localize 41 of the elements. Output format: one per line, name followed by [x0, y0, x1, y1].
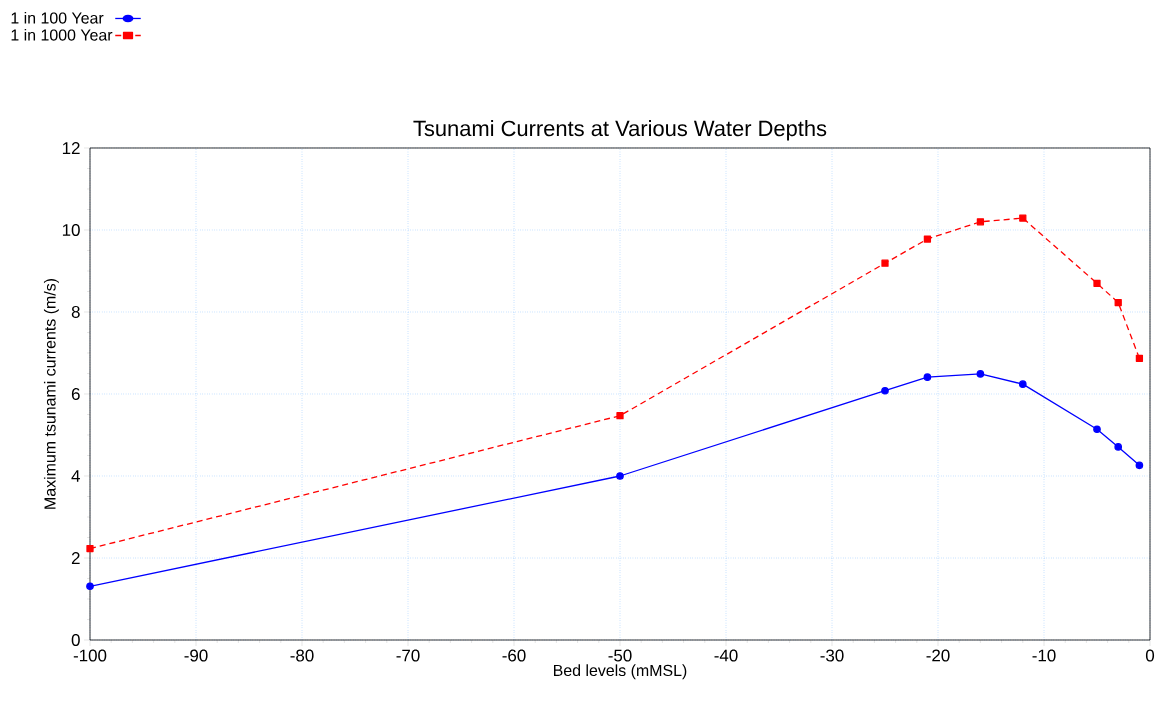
x-tick-label: -30 — [820, 649, 844, 662]
y-tick-label: 4 — [71, 470, 80, 482]
point — [616, 472, 624, 480]
x-tick-label: 0 — [1145, 649, 1155, 662]
chart-title: Tsunami Currents at Various Water Depths — [413, 120, 827, 141]
x-tick-label: -10 — [1032, 649, 1056, 662]
point — [881, 259, 889, 267]
x-tick-label: -60 — [502, 649, 526, 662]
point — [923, 373, 932, 382]
point — [1018, 380, 1027, 388]
x-tick-label: -90 — [184, 649, 208, 662]
point — [1135, 354, 1144, 362]
point — [616, 412, 624, 420]
point — [1114, 443, 1123, 451]
y-tick-label: 0 — [71, 634, 80, 646]
x-tick-label: -50 — [608, 649, 632, 662]
x-axis-title: Bed levels (mMSL) — [553, 664, 687, 680]
point — [976, 370, 985, 378]
x-tick-label: -100 — [73, 649, 107, 662]
x-tick-label: -80 — [290, 649, 314, 662]
x-tick-label: -70 — [396, 649, 420, 662]
y-tick-label: 8 — [71, 306, 80, 318]
point — [976, 218, 985, 226]
x-tick-label: -20 — [926, 649, 950, 662]
point — [1093, 279, 1101, 287]
point — [881, 386, 889, 395]
y-tick-label: 10 — [62, 224, 80, 236]
y-tick-label: 2 — [71, 552, 80, 564]
point — [923, 235, 932, 243]
point — [86, 544, 94, 553]
point — [1114, 298, 1122, 307]
point — [1135, 461, 1144, 470]
x-tick-label: -40 — [714, 649, 738, 662]
point — [86, 582, 94, 591]
legend-label: 1 in 100 Year — [11, 11, 104, 24]
y-axis-title: Maximum tsunami currents (m/s) — [43, 278, 59, 509]
y-tick-label: 12 — [62, 142, 80, 154]
y-tick-label: 6 — [71, 388, 80, 400]
point — [1019, 214, 1027, 222]
point — [1093, 425, 1101, 434]
legend-label: 1 in 1000 Year — [11, 28, 113, 41]
